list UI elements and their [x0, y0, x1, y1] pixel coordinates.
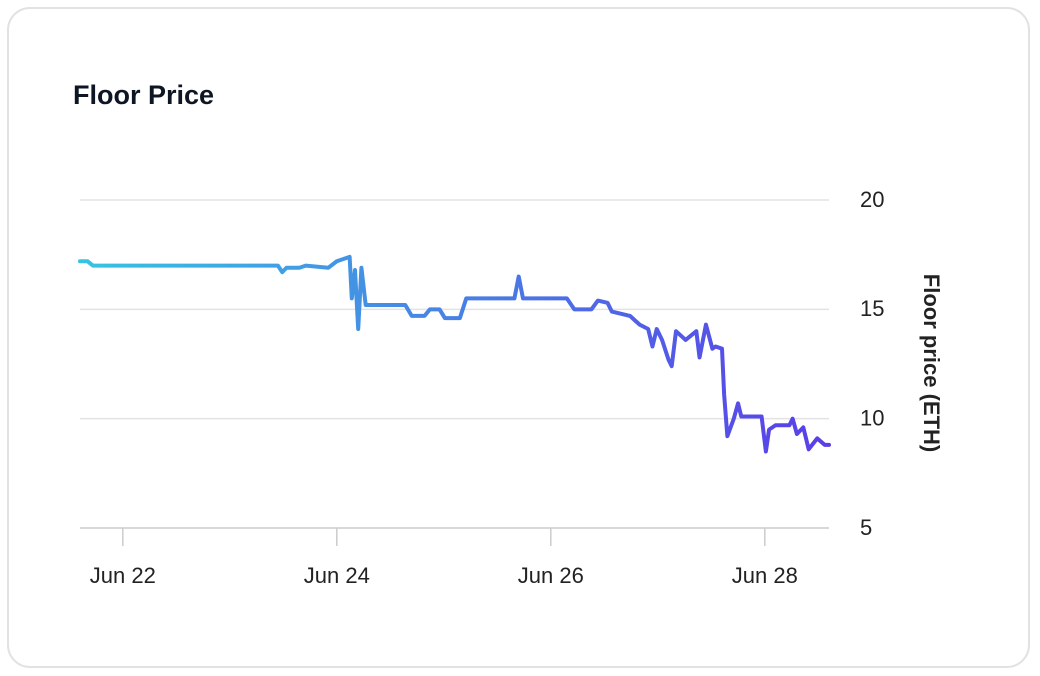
- chart-title: Floor Price: [73, 80, 214, 110]
- x-tick-label: Jun 26: [518, 563, 584, 588]
- x-tick-label: Jun 24: [304, 563, 370, 588]
- y-tick-label: 20: [860, 187, 884, 212]
- x-tick-label: Jun 28: [732, 563, 798, 588]
- y-axis-label: Floor price (ETH): [919, 274, 944, 452]
- y-tick-label: 15: [860, 296, 884, 321]
- y-tick-label: 10: [860, 405, 884, 430]
- y-tick-label: 5: [860, 515, 872, 540]
- price-line: [78, 254, 831, 454]
- card: [7, 7, 1030, 668]
- x-tick-label: Jun 22: [90, 563, 156, 588]
